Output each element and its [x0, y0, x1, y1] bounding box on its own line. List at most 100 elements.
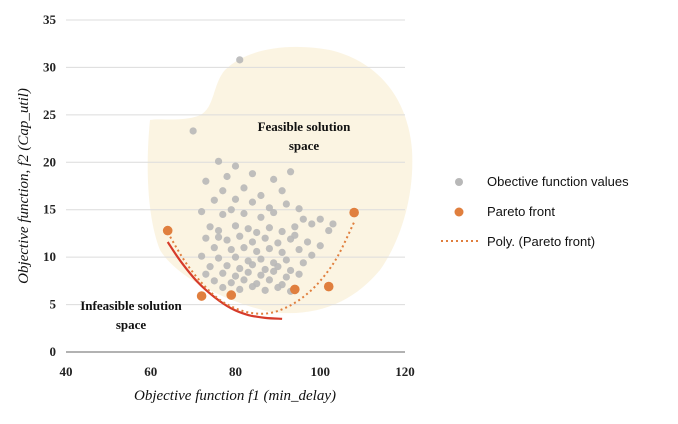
- objective-value-point: [265, 245, 273, 253]
- x-tick-label: 60: [144, 364, 157, 379]
- objective-value-point: [308, 220, 316, 228]
- objective-value-point: [316, 215, 324, 223]
- objective-value-point: [223, 172, 231, 181]
- objective-value-point: [202, 234, 210, 242]
- pareto-front-point: [226, 290, 237, 300]
- objective-value-point: [248, 282, 257, 291]
- objective-value-point: [274, 263, 282, 271]
- pareto-front-point: [349, 207, 359, 218]
- objective-value-point: [189, 127, 197, 135]
- objective-value-point: [316, 242, 324, 250]
- objective-value-point: [240, 244, 248, 252]
- objective-value-point: [214, 157, 223, 165]
- objective-value-point: [253, 247, 261, 256]
- legend-marker-objective-values: [455, 178, 463, 186]
- objective-value-point: [231, 195, 240, 203]
- objective-value-point: [202, 177, 210, 185]
- objective-value-point: [299, 259, 307, 267]
- objective-value-point: [219, 187, 227, 195]
- objective-value-point: [214, 233, 223, 241]
- objective-value-point: [227, 245, 235, 254]
- objective-value-point: [295, 205, 303, 213]
- objective-value-point: [244, 225, 252, 233]
- y-tick-label: 0: [50, 344, 57, 359]
- objective-value-point: [286, 168, 295, 176]
- feasible-label-line2: space: [289, 138, 320, 153]
- objective-value-point: [198, 252, 206, 260]
- y-tick-label: 35: [43, 12, 57, 27]
- objective-value-point: [261, 286, 269, 294]
- x-axis-title: Objective function f1 (min_delay): [134, 388, 336, 404]
- objective-value-point: [244, 268, 252, 276]
- objective-value-point: [299, 215, 307, 223]
- pareto-front-point: [162, 225, 173, 236]
- objective-value-point: [223, 262, 231, 270]
- objective-value-point: [231, 162, 240, 170]
- objective-value-point: [257, 191, 265, 200]
- objective-value-point: [248, 170, 257, 178]
- objective-value-point: [253, 228, 261, 237]
- objective-value-point: [231, 272, 240, 280]
- objective-value-point: [223, 236, 231, 244]
- objective-value-point: [286, 266, 295, 275]
- legend-marker-pareto-front: [454, 207, 464, 217]
- objective-value-point: [210, 277, 218, 285]
- objective-value-point: [240, 209, 248, 218]
- pareto-front-point: [323, 281, 334, 292]
- pareto-front-point: [290, 284, 300, 295]
- objective-value-point: [231, 222, 240, 230]
- objective-value-point: [295, 270, 303, 278]
- objective-value-point: [240, 184, 248, 192]
- objective-value-point: [282, 256, 290, 264]
- objective-value-point: [265, 276, 273, 284]
- objective-value-point: [236, 232, 244, 240]
- objective-value-point: [248, 261, 257, 269]
- x-tick-label: 40: [60, 364, 73, 379]
- y-tick-label: 15: [43, 202, 57, 217]
- objective-value-point: [210, 244, 218, 252]
- objective-value-point: [295, 245, 303, 254]
- objective-value-point: [236, 56, 244, 64]
- objective-value-point: [265, 204, 273, 212]
- objective-value-point: [261, 234, 269, 242]
- objective-value-point: [227, 279, 235, 287]
- objective-value-point: [206, 223, 214, 231]
- pareto-front-point: [196, 291, 207, 301]
- objective-value-point: [282, 200, 290, 208]
- objective-value-point: [236, 264, 244, 273]
- objective-value-point: [261, 265, 269, 274]
- poly-trendline: [166, 221, 356, 315]
- objective-value-point: [240, 276, 248, 284]
- objective-value-point: [257, 271, 265, 279]
- legend: Obective function values Pareto front Po…: [441, 174, 629, 249]
- y-tick-label: 5: [50, 297, 57, 312]
- objective-value-point: [278, 187, 286, 195]
- pareto-front-points: [162, 207, 359, 301]
- objective-value-point: [291, 223, 299, 231]
- objective-value-point: [257, 213, 265, 221]
- objective-value-point: [206, 263, 214, 271]
- objective-value-point: [257, 255, 265, 263]
- objective-value-point: [248, 198, 257, 206]
- objective-value-point: [248, 238, 257, 246]
- objective-value-point: [291, 231, 299, 239]
- objective-value-point: [236, 285, 244, 293]
- objective-value-point: [219, 210, 227, 219]
- objective-value-point: [278, 227, 286, 236]
- objective-value-point: [278, 248, 286, 256]
- objective-value-point: [214, 226, 223, 235]
- legend-label-objective-values: Obective function values: [487, 174, 629, 189]
- objective-value-point: [214, 254, 223, 262]
- objective-value-point: [265, 224, 273, 232]
- objective-value-point: [227, 206, 235, 214]
- y-tick-label: 10: [43, 249, 56, 264]
- infeasible-label-line2: space: [116, 317, 147, 332]
- objective-value-point: [274, 239, 282, 247]
- objective-value-point: [202, 270, 210, 278]
- x-tick-label: 100: [311, 364, 331, 379]
- objective-value-point: [308, 251, 316, 259]
- infeasible-label-line1: Infeasible solution: [80, 298, 182, 313]
- y-tick-label: 20: [43, 154, 56, 169]
- objective-value-point: [282, 273, 290, 281]
